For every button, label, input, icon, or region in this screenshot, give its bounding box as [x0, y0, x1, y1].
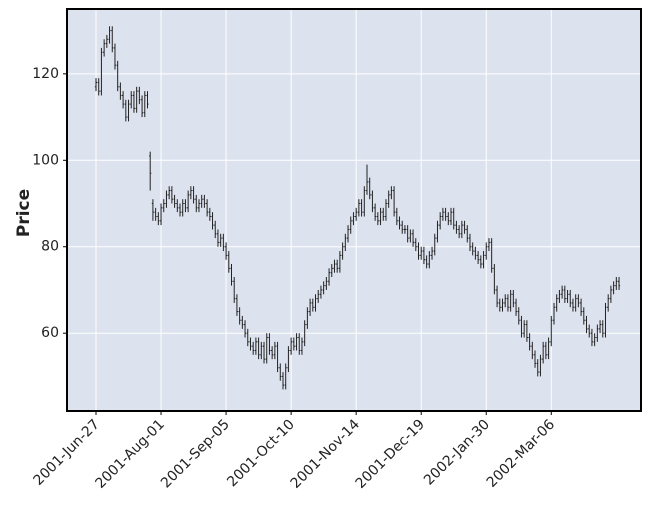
y-tick-label: 120 — [32, 66, 59, 82]
x-tick-label: 2001-Aug-01 — [93, 417, 168, 492]
x-tick-label: 2002-Jan-30 — [421, 417, 493, 489]
x-tick-label: 2001-Oct-10 — [224, 417, 298, 491]
x-tick-label: 2001-Sep-05 — [158, 417, 233, 492]
plot-border — [66, 8, 642, 412]
y-tick-label: 80 — [41, 239, 59, 255]
y-axis-label: Price — [14, 189, 34, 237]
x-tick-label: 2001-Dec-19 — [353, 417, 428, 492]
y-tick-label: 60 — [41, 325, 59, 341]
x-tick-label: 2001-Jun-27 — [31, 417, 103, 489]
plot-area — [67, 9, 641, 411]
x-tick-label: 2002-Mar-06 — [484, 416, 558, 490]
y-tick-label: 100 — [32, 152, 59, 168]
